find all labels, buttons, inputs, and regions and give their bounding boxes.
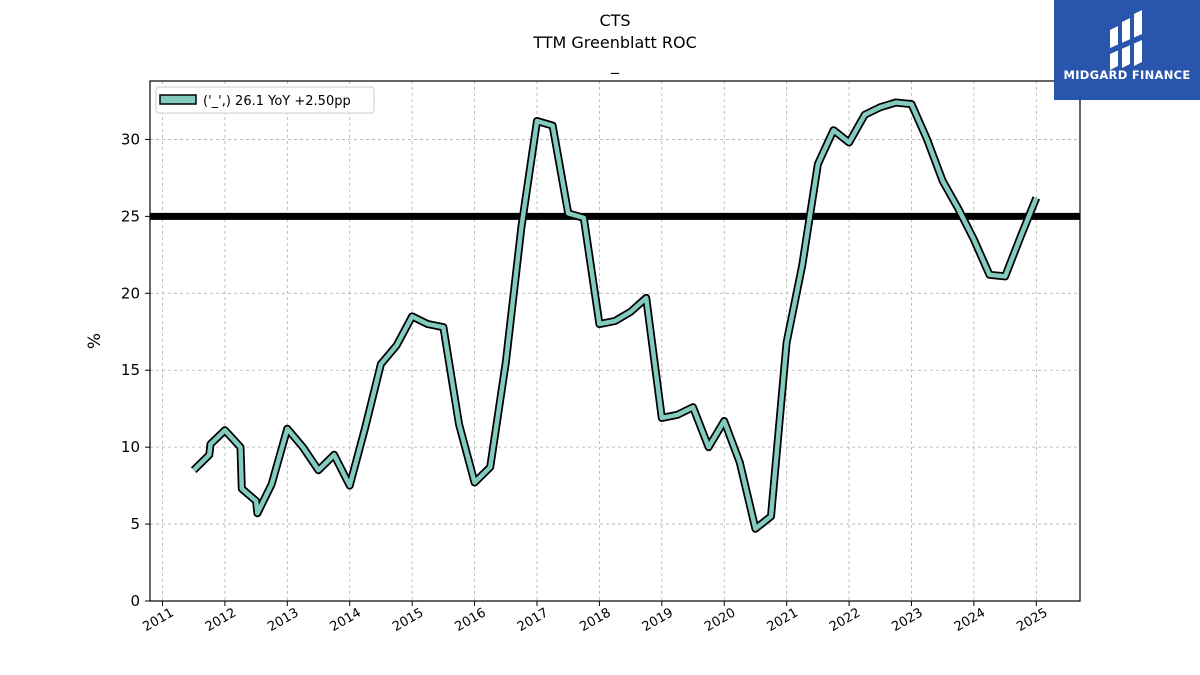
y-axis: 0 5 10 15 20 25 30	[121, 130, 150, 610]
x-tick-label: 2011	[140, 605, 176, 635]
x-tick-label: 2021	[765, 605, 801, 635]
y-axis-label: %	[85, 333, 105, 349]
y-tick-label: 30	[121, 130, 140, 148]
y-tick-label: 5	[130, 515, 140, 533]
chart-subtitle-underscore: _	[610, 55, 620, 75]
legend-swatch	[159, 94, 197, 105]
x-axis: 2011 2012 2013 2014 2015 2016 2017 2018 2019 2020…	[140, 601, 1050, 635]
y-tick-label: 25	[121, 207, 140, 225]
series-line	[192, 100, 1039, 531]
x-tick-label: 2024	[952, 605, 988, 635]
logo-text: MIDGARD FINANCE	[1063, 68, 1191, 82]
brand-logo: MIDGARD FINANCE	[1054, 0, 1200, 100]
x-tick-label: 2016	[453, 605, 489, 635]
grid	[150, 81, 1080, 601]
x-tick-label: 2012	[203, 605, 239, 635]
logo-mark-icon	[1110, 10, 1142, 70]
series-line-outline	[190, 98, 1041, 533]
plot-frame	[149, 80, 1081, 602]
x-tick-label: 2013	[265, 605, 301, 635]
y-tick-label: 0	[130, 592, 140, 610]
x-tick-label: 2023	[889, 605, 925, 635]
x-tick-label: 2018	[577, 605, 613, 635]
x-tick-label: 2025	[1014, 605, 1050, 635]
series-group	[190, 98, 1041, 533]
legend-label: ('_',) 26.1 YoY +2.50pp	[203, 94, 351, 109]
legend: ('_',) 26.1 YoY +2.50pp	[155, 86, 375, 114]
x-tick-label: 2014	[328, 605, 364, 635]
y-tick-label: 15	[121, 361, 140, 379]
chart-title: CTS	[599, 11, 630, 30]
x-tick-label: 2019	[640, 605, 676, 635]
y-tick-label: 20	[121, 284, 140, 302]
x-tick-label: 2022	[827, 605, 863, 635]
legend-box	[155, 86, 375, 114]
y-tick-label: 10	[121, 438, 140, 456]
x-tick-label: 2015	[390, 605, 426, 635]
x-tick-label: 2017	[515, 605, 551, 635]
chart-subtitle: TTM Greenblatt ROC	[532, 33, 697, 52]
x-tick-label: 2020	[702, 605, 738, 635]
